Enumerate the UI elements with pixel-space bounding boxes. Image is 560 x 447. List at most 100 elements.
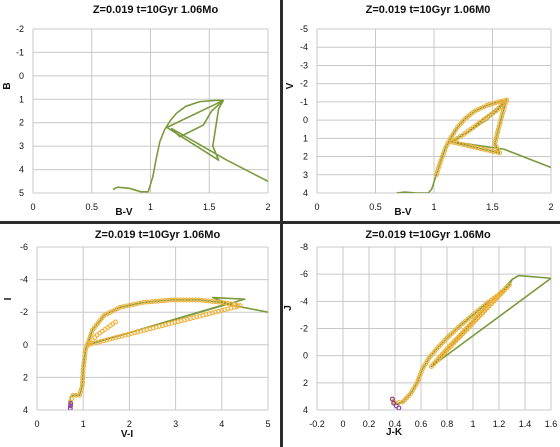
data-point bbox=[391, 400, 397, 406]
plot-area bbox=[396, 97, 551, 193]
data-point bbox=[416, 374, 422, 380]
data-point bbox=[150, 299, 155, 305]
y-axis-label: V bbox=[285, 82, 296, 89]
y-tick-label: -3 bbox=[300, 60, 308, 70]
series-line bbox=[391, 274, 551, 406]
x-tick-label: 2 bbox=[127, 419, 132, 429]
y-tick-label: 4 bbox=[303, 405, 308, 415]
data-point bbox=[499, 289, 505, 295]
data-point bbox=[80, 376, 86, 382]
y-tick-label: 3 bbox=[303, 170, 308, 180]
y-tick-label: 3 bbox=[19, 141, 24, 151]
x-tick-label: 2 bbox=[265, 202, 270, 212]
plot-area bbox=[67, 296, 268, 410]
y-tick-label: 0 bbox=[303, 351, 308, 361]
data-point bbox=[434, 169, 440, 175]
data-point bbox=[187, 297, 192, 303]
y-tick-label: -4 bbox=[300, 296, 308, 306]
y-tick-label: 4 bbox=[23, 405, 28, 415]
series-line bbox=[112, 99, 268, 193]
x-tick-label: 0 bbox=[340, 419, 345, 429]
data-point bbox=[494, 132, 500, 138]
y-tick-label: -6 bbox=[300, 269, 308, 279]
data-point bbox=[177, 297, 183, 303]
x-tick-label: 0.5 bbox=[369, 202, 382, 212]
chart-title: Z=0.019 t=10Gyr 1.06Mo bbox=[93, 4, 219, 16]
x-tick-label: 0.5 bbox=[85, 202, 98, 212]
data-point bbox=[417, 372, 423, 378]
y-tick-label: 2 bbox=[303, 152, 308, 162]
data-point bbox=[504, 97, 509, 103]
data-point bbox=[415, 377, 421, 383]
data-point bbox=[146, 299, 152, 305]
data-point bbox=[89, 337, 95, 343]
data-point bbox=[153, 298, 159, 304]
data-point bbox=[495, 129, 501, 135]
data-point bbox=[493, 138, 498, 144]
x-tick-label: 1 bbox=[470, 419, 475, 429]
y-tick-label: 4 bbox=[303, 188, 308, 198]
data-point bbox=[495, 126, 501, 132]
y-tick-label: -6 bbox=[20, 242, 28, 252]
data-point bbox=[68, 403, 73, 409]
plot-area bbox=[112, 99, 268, 193]
data-point bbox=[219, 299, 225, 305]
y-tick-label: -1 bbox=[16, 47, 24, 57]
x-tick-label: 0 bbox=[314, 202, 319, 212]
data-point bbox=[414, 380, 420, 386]
y-tick-label: -4 bbox=[300, 42, 308, 52]
data-point bbox=[113, 319, 118, 325]
y-tick-label: 2 bbox=[303, 378, 308, 388]
y-axis-label: B bbox=[2, 82, 13, 89]
x-tick-label: 0.8 bbox=[441, 419, 454, 429]
chart-title: Z=0.019 t=10Gyr 1.06Mo bbox=[95, 229, 221, 241]
x-tick-label: 0.2 bbox=[363, 419, 376, 429]
chart-v-vs-bv: 0 0.5 1 1.5 2 -5 -4 -3 -2 -1 0 1 2 3 4 Z=0.019 t=10Gyr … bbox=[285, 4, 554, 218]
series-line bbox=[69, 296, 268, 407]
data-point bbox=[493, 135, 499, 141]
data-point bbox=[418, 369, 424, 375]
y-tick-label: -4 bbox=[20, 275, 28, 285]
x-tick-label: 1.2 bbox=[493, 419, 506, 429]
data-point bbox=[183, 297, 189, 303]
data-point bbox=[171, 297, 177, 303]
y-tick-label: -5 bbox=[300, 24, 308, 34]
data-point bbox=[490, 101, 495, 107]
x-tick-label: 2 bbox=[548, 202, 553, 212]
x-tick-label: 1 bbox=[81, 419, 86, 429]
data-point bbox=[193, 297, 199, 303]
x-tick-label: 1 bbox=[148, 202, 153, 212]
y-axis-label: I bbox=[3, 297, 14, 300]
data-point bbox=[435, 166, 441, 172]
data-point bbox=[73, 392, 79, 398]
y-tick-label: 0 bbox=[303, 115, 308, 125]
y-tick-label: 1 bbox=[19, 94, 24, 104]
data-point bbox=[492, 100, 498, 106]
data-point bbox=[143, 299, 149, 305]
data-point bbox=[180, 297, 186, 303]
x-tick-label: 0.4 bbox=[389, 419, 402, 429]
y-tick-label: 0 bbox=[23, 340, 28, 350]
y-tick-label: 5 bbox=[19, 188, 24, 198]
chart-i-vs-vi: 0 1 2 3 4 5 -6 -4 -2 0 2 4 Z=0.019 t=10Gyr 1.06Mo V-I… bbox=[3, 229, 271, 440]
y-tick-label: -8 bbox=[300, 242, 308, 252]
data-point bbox=[484, 103, 490, 108]
data-point bbox=[396, 405, 402, 410]
data-point bbox=[81, 360, 87, 366]
chart-b-vs-bv: 0 0.5 1 1.5 2 -2 -1 0 1 2 3 4 5 Z=0.019 t=10Gyr 1.06M… bbox=[2, 4, 271, 218]
x-tick-label: -0.2 bbox=[309, 419, 325, 429]
y-tick-label: 2 bbox=[19, 118, 24, 128]
y-tick-label: 4 bbox=[19, 165, 24, 175]
x-tick-label: 1.5 bbox=[203, 202, 216, 212]
y-tick-label: -2 bbox=[20, 307, 28, 317]
y-tick-label: 0 bbox=[19, 71, 24, 81]
data-point bbox=[174, 297, 180, 303]
data-point bbox=[436, 163, 442, 169]
chart-title: Z=0.019 t=10Gyr 1.06Mo bbox=[365, 229, 491, 241]
x-tick-label: 5 bbox=[265, 419, 270, 429]
data-point bbox=[82, 350, 88, 356]
data-point bbox=[165, 297, 171, 303]
data-point bbox=[159, 298, 165, 304]
x-tick-label: 1 bbox=[431, 202, 436, 212]
chart-title: Z=0.019 t=10Gyr 1.06M0 bbox=[366, 4, 491, 16]
